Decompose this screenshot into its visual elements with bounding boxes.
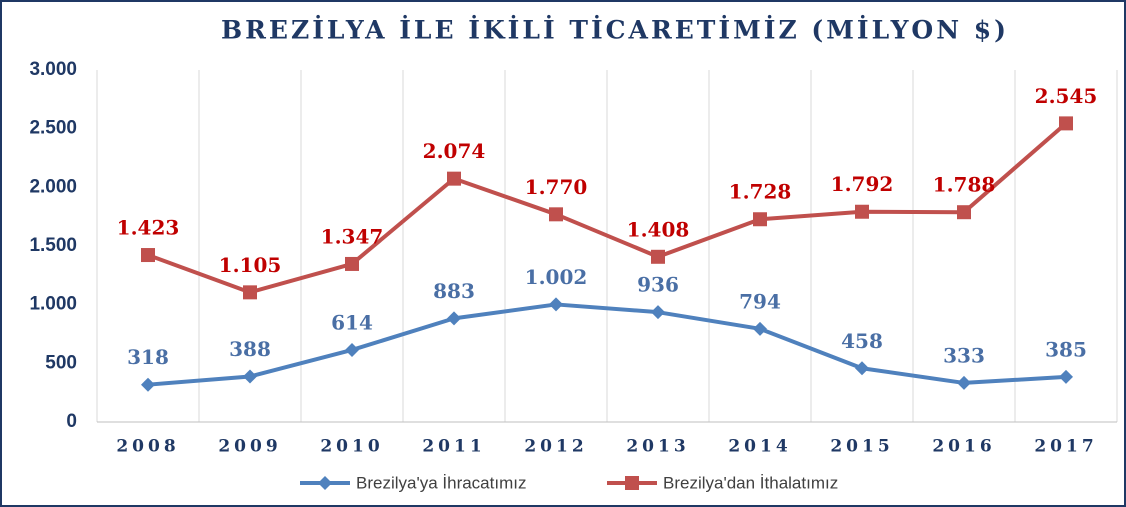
marker	[243, 369, 257, 384]
data-label: 1.792	[831, 172, 894, 196]
marker	[141, 248, 155, 263]
legend-marker	[318, 476, 332, 490]
data-label: 1.728	[729, 180, 792, 204]
data-label: 458	[841, 329, 883, 353]
marker	[141, 377, 155, 392]
data-label: 385	[1045, 337, 1087, 361]
marker	[855, 361, 869, 376]
marker	[957, 205, 971, 220]
x-tick-label: 2010	[320, 437, 383, 457]
data-label: 1.788	[933, 173, 996, 197]
y-tick-label: 2.500	[29, 118, 77, 139]
series: 318 388 614 883 1.002 936 794 458 333 385	[127, 265, 1087, 392]
y-tick-label: 3.000	[29, 59, 77, 80]
series-line	[147, 302, 1067, 387]
y-tick-label: 0	[66, 411, 77, 432]
data-label: 794	[739, 289, 781, 313]
marker	[753, 321, 767, 336]
y-tick-label: 1.500	[29, 235, 77, 256]
y-tick-label: 2.000	[29, 176, 77, 197]
marker	[651, 305, 665, 320]
data-label: 318	[127, 345, 169, 369]
data-label: 333	[943, 343, 985, 367]
series: 1.423 1.105 1.347 2.074 1.770 1.408 1.728 1.792…	[117, 84, 1098, 300]
x-tick-label: 2013	[626, 437, 689, 457]
data-label: 2.545	[1035, 84, 1098, 108]
data-label: 1.408	[627, 217, 690, 241]
data-label: 1.423	[117, 216, 180, 240]
x-tick-label: 2015	[830, 437, 893, 457]
marker	[549, 207, 563, 222]
data-label: 1.770	[525, 175, 588, 199]
data-label: 936	[637, 273, 679, 297]
marker	[651, 249, 665, 264]
series-line	[147, 121, 1068, 295]
marker	[1059, 369, 1073, 384]
x-tick-label: 2012	[524, 437, 587, 457]
data-label: 883	[433, 279, 475, 303]
x-tick-label: 2016	[932, 437, 995, 457]
legend-label: Brezilya'dan İthalatımız	[663, 473, 838, 492]
data-label: 614	[331, 310, 373, 334]
legend-label: Brezilya'ya İhracatımız	[356, 473, 526, 492]
y-tick-label: 500	[45, 352, 77, 373]
marker	[243, 285, 257, 300]
x-tick-label: 2017	[1034, 437, 1097, 457]
marker	[447, 311, 461, 326]
data-label: 1.347	[321, 224, 384, 248]
marker	[753, 212, 767, 227]
data-label: 388	[229, 337, 271, 361]
marker	[447, 171, 461, 186]
chart-title: BREZİLYA İLE İKİLİ TİCARETİMİZ (MİLYON $…	[221, 16, 1009, 45]
data-label: 2.074	[423, 139, 486, 163]
x-tick-label: 2011	[422, 437, 485, 457]
marker	[957, 375, 971, 390]
marker	[1059, 116, 1073, 131]
marker	[345, 256, 359, 271]
legend-marker	[625, 476, 639, 490]
x-tick-label: 2014	[728, 437, 791, 457]
x-tick-label: 2009	[218, 437, 281, 457]
y-tick-label: 1.000	[29, 294, 77, 315]
data-label: 1.105	[219, 253, 282, 277]
x-tick-label: 2008	[116, 437, 179, 457]
data-label: 1.002	[525, 265, 588, 289]
marker	[855, 204, 869, 219]
marker	[549, 297, 563, 312]
marker	[345, 342, 359, 357]
